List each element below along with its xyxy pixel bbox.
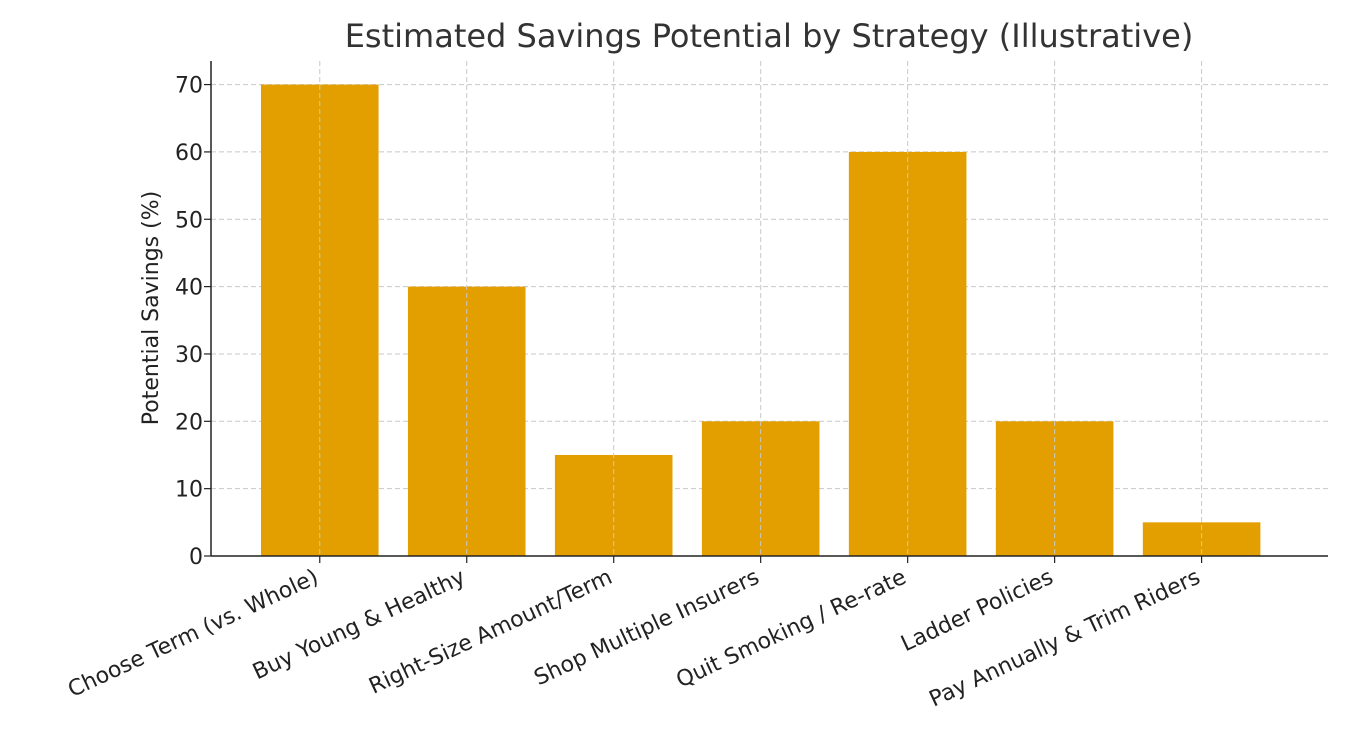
y-tick-label: 10 (175, 478, 203, 503)
y-tick-label: 30 (175, 343, 203, 368)
x-axis-ticks: Choose Term (vs. Whole)Buy Young & Healt… (64, 556, 1204, 712)
x-tick-label: Pay Annually & Trim Riders (926, 565, 1205, 713)
axes (210, 61, 1328, 557)
y-axis-label: Potential Savings (%) (139, 191, 164, 425)
chart-title: Estimated Savings Potential by Strategy … (345, 17, 1194, 55)
grid-lines (211, 84, 1328, 557)
y-tick-label: 0 (189, 545, 203, 570)
x-tick-label: Right-Size Amount/Term (365, 565, 616, 700)
x-tick-label: Choose Term (vs. Whole) (64, 565, 322, 703)
y-tick-label: 70 (175, 74, 203, 99)
y-tick-label: 40 (175, 276, 203, 301)
y-tick-label: 50 (175, 208, 203, 233)
y-axis-ticks: 0 10 20 30 40 50 60 70 (175, 74, 211, 570)
x-tick-label: Quit Smoking / Re-rate (673, 565, 911, 694)
y-tick-label: 20 (175, 410, 203, 435)
vertical-grid-lines (319, 61, 1203, 556)
y-tick-label: 60 (175, 141, 203, 166)
